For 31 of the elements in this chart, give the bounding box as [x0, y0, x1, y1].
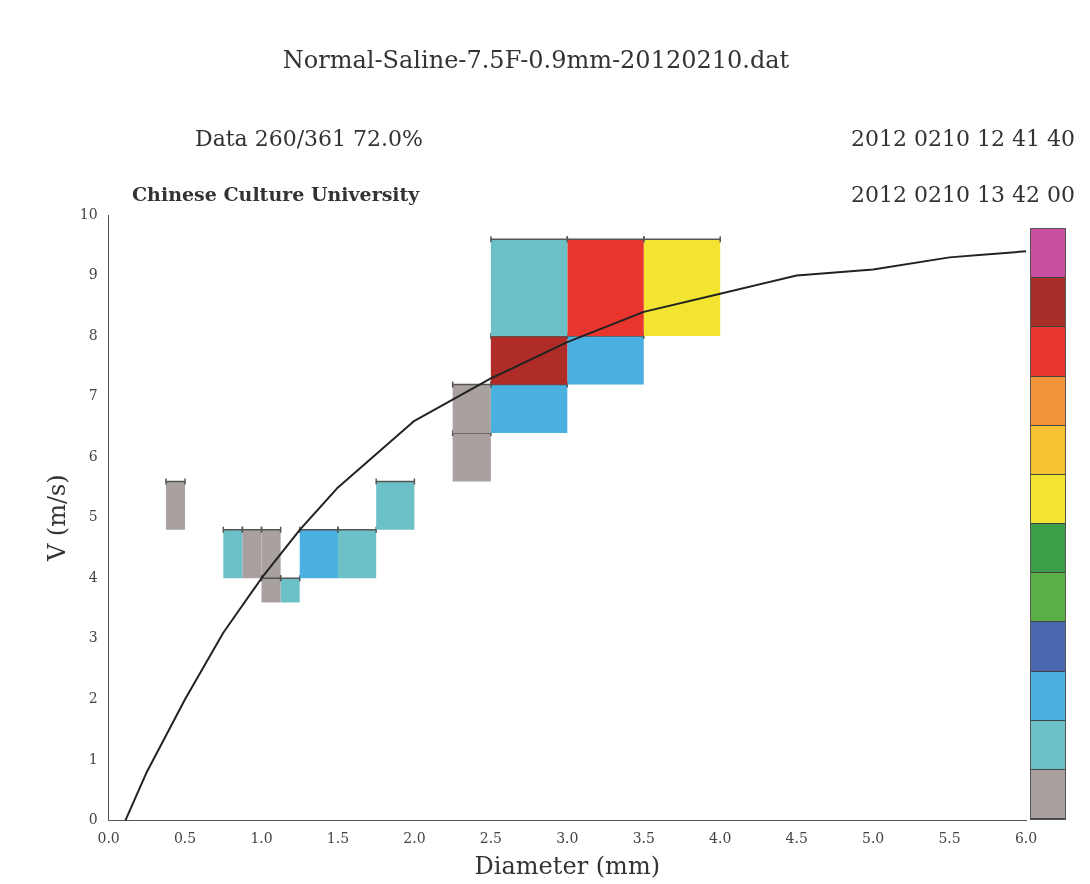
y-tick-label: 2: [88, 689, 98, 706]
y-tick-label: 5: [88, 508, 98, 525]
y-tick-label: 4: [88, 568, 98, 585]
x-tick-label: 1.5: [326, 830, 350, 847]
x-axis-title: Diameter (mm): [474, 851, 660, 880]
text: 2012 0210 13 42 00: [851, 181, 1075, 207]
y-tick-label: 8: [88, 326, 98, 343]
y-axis-title: V (m/s): [42, 474, 71, 563]
text: Data 260/361 72.0%: [195, 125, 423, 151]
chart-title: Normal-Saline-7.5F-0.9mm-20120210.dat: [282, 46, 790, 75]
y-tick-label: 9: [88, 266, 98, 283]
x-tick-label: 5.5: [938, 830, 961, 847]
x-tick-label: 2.5: [479, 830, 502, 847]
x-tick-label: 4.5: [785, 830, 808, 847]
y-tick-label: 6: [88, 447, 98, 464]
y-tick-label: 0: [88, 811, 98, 828]
y-tick-label: 7: [88, 387, 98, 404]
x-tick-label: 4.0: [709, 830, 732, 847]
x-tick-label: 5.0: [861, 830, 885, 847]
y-tick-label: 1: [88, 750, 98, 767]
x-tick-label: 0.5: [173, 830, 197, 847]
x-tick-label: 0.0: [97, 830, 120, 847]
y-tick-label: 3: [88, 629, 98, 646]
x-tick-label: 3.0: [556, 830, 579, 847]
x-tick-label: 6.0: [1014, 830, 1038, 847]
text: Chinese Culture University: [132, 182, 421, 205]
y-tick-label: 10: [79, 205, 98, 222]
x-tick-label: 2.0: [403, 830, 426, 847]
x-tick-label: 1.0: [250, 830, 273, 847]
x-tick-label: 3.5: [632, 830, 655, 847]
text: 2012 0210 12 41 40: [851, 125, 1075, 151]
